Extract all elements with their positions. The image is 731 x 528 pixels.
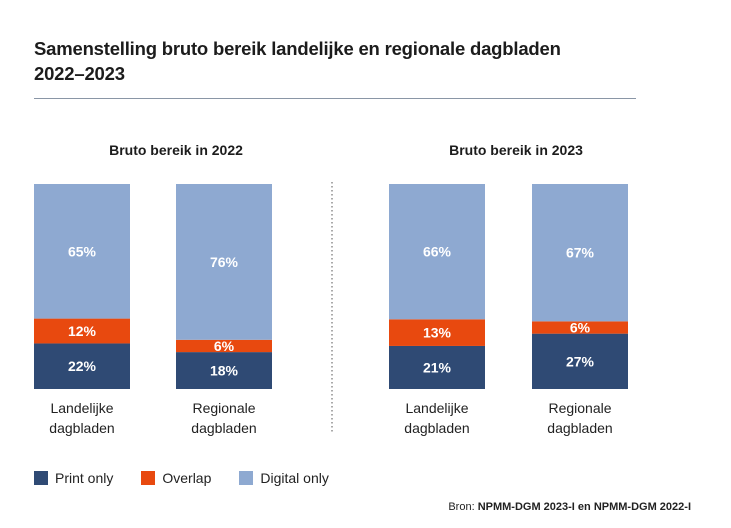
legend-label-print: Print only (55, 470, 114, 486)
value-label-1-1-digital: 65% (68, 243, 97, 259)
value-label-1-1-print: 22% (68, 358, 97, 374)
value-label-1-1-overlap: 12% (68, 323, 97, 339)
legend-swatch-print (34, 471, 48, 485)
bar-1-1-print (34, 343, 130, 389)
source-text: NPMM-DGM 2023-I en NPMM-DGM 2022-I (477, 501, 691, 513)
category-label-1-1-line-1: Landelijke (50, 400, 113, 416)
panel-title-1: Bruto bereik in 2022 (109, 142, 243, 158)
source-prefix: Bron: (448, 501, 478, 513)
legend-swatch-digital (239, 471, 254, 485)
value-label-2-2-print: 27% (566, 353, 595, 369)
value-label-1-2-print: 18% (210, 363, 239, 379)
bar-1-1-digital (34, 184, 130, 319)
bar-1-1-overlap (34, 318, 130, 344)
bar-2-1-digital (389, 184, 485, 320)
bar-2-2-overlap (532, 321, 628, 334)
value-label-2-1-print: 21% (423, 359, 452, 375)
stacked-bar-charts: Bruto bereik in 2022 22% 12% 65% Landelijke d… (34, 142, 628, 436)
bar-2-1-overlap (389, 319, 485, 346)
chart-title-line-2: 2022–2023 (34, 63, 125, 84)
legend-item-overlap: Overlap (141, 470, 211, 486)
title-divider (34, 98, 636, 99)
chart-title: Samenstelling bruto bereik landelijke en… (34, 36, 674, 86)
source-note: Bron: NPMM-DGM 2023-I en NPMM-DGM 2022-I (448, 501, 691, 513)
value-label-1-2-overlap: 6% (214, 338, 235, 354)
value-label-2-2-overlap: 6% (570, 320, 591, 336)
category-label-2-2-line-1: Regionale (548, 400, 611, 416)
category-label-1-2-line-1: Regionale (192, 400, 255, 416)
category-label-1-1-line-2: dagbladen (49, 420, 114, 436)
chart-title-line-1: Samenstelling bruto bereik landelijke en… (34, 38, 561, 59)
value-label-2-1-digital: 66% (423, 244, 452, 260)
legend-label-overlap: Overlap (162, 470, 212, 486)
bar-1-2-print (176, 352, 272, 389)
value-label-2-2-digital: 67% (566, 245, 595, 261)
bar-2-1-print (389, 345, 485, 389)
panel-title-2: Bruto bereik in 2023 (449, 142, 583, 158)
legend-swatch-overlap (141, 471, 156, 485)
legend: Print only Overlap Digital only (34, 468, 357, 488)
value-label-1-2-digital: 76% (210, 254, 239, 270)
value-label-2-1-overlap: 13% (423, 325, 452, 341)
bar-2-2-print (532, 333, 628, 389)
bar-1-2-overlap (176, 339, 272, 353)
legend-item-print: Print only (34, 470, 113, 486)
category-label-2-2-line-2: dagbladen (547, 420, 612, 436)
category-label-2-1-line-2: dagbladen (404, 420, 469, 436)
bar-1-2-digital (176, 184, 272, 340)
legend-label-digital: Digital only (260, 470, 329, 486)
category-label-1-2-line-2: dagbladen (191, 420, 256, 436)
bar-2-2-digital (532, 184, 628, 322)
category-label-2-1-line-1: Landelijke (405, 400, 468, 416)
legend-item-digital: Digital only (239, 470, 329, 486)
